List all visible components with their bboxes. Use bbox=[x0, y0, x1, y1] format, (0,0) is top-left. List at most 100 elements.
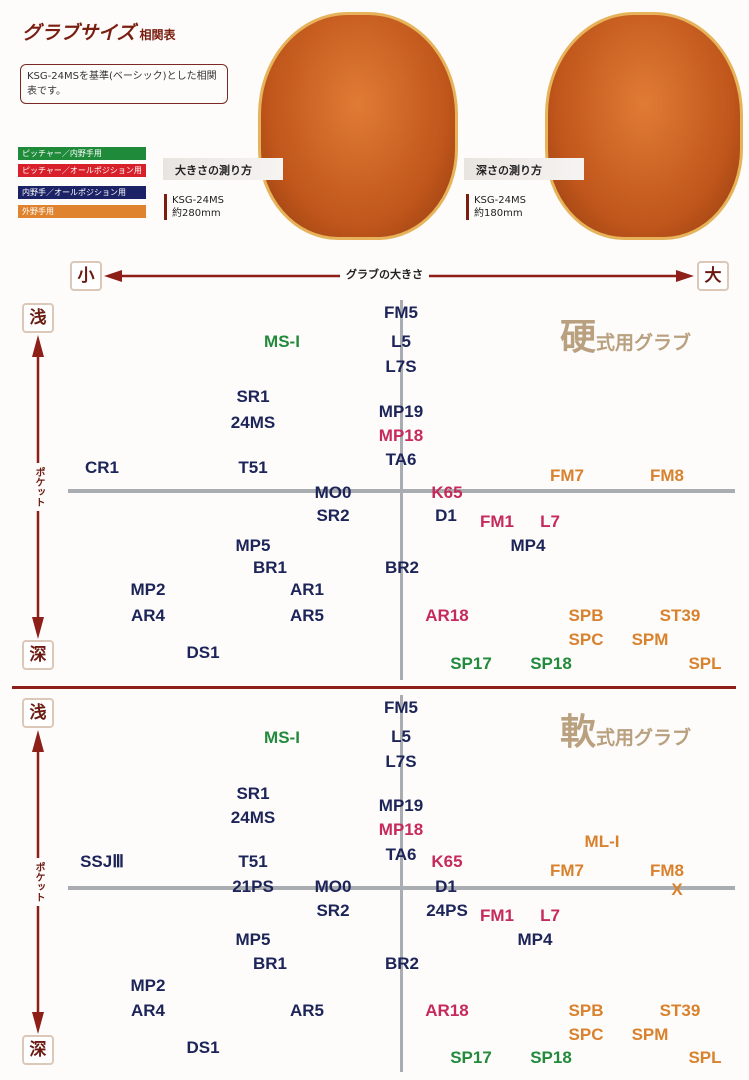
soft-deep-label: 深 bbox=[22, 1035, 54, 1065]
model-label-mp19: MP19 bbox=[378, 796, 424, 815]
legend-pitcher-all: ピッチャー／オールポジション用 bbox=[18, 164, 146, 177]
section-title-kanji: 軟 bbox=[560, 712, 597, 753]
model-label-fm8: FM8 bbox=[650, 861, 684, 880]
small-label: 小 bbox=[70, 261, 102, 291]
title-suffix: 相関表 bbox=[139, 28, 176, 42]
model-label-spl: SPL bbox=[688, 1048, 722, 1067]
model-label-ar4: AR4 bbox=[130, 606, 166, 625]
model-label-br2: BR2 bbox=[384, 954, 420, 973]
hard-pocket-label: ポケット bbox=[31, 463, 46, 511]
depth-measure-title: 深さの測り方 bbox=[464, 158, 584, 180]
size-model: KSG-24MS bbox=[172, 195, 224, 206]
model-label-l7s: L7S bbox=[385, 752, 417, 771]
model-label-d1: D1 bbox=[435, 877, 457, 896]
model-label-sr1: SR1 bbox=[236, 387, 270, 406]
note-box: KSG-24MSを基準(ベーシック)とした相関表です。 bbox=[20, 64, 228, 104]
model-label-ms-i: MS-I bbox=[264, 332, 300, 351]
model-label-t51: T51 bbox=[238, 458, 268, 477]
model-label-spl: SPL bbox=[688, 654, 722, 673]
model-label-fm7: FM7 bbox=[550, 861, 584, 880]
hard-shallow-label: 浅 bbox=[22, 303, 54, 333]
model-label-sr2: SR2 bbox=[316, 901, 350, 920]
page-title: グラブサイズ 相関表 bbox=[22, 18, 175, 45]
model-label-l7: L7 bbox=[540, 512, 560, 531]
model-label-ar1: AR1 bbox=[289, 580, 325, 599]
model-label-mp4: MP4 bbox=[510, 536, 546, 555]
model-label-mp19: MP19 bbox=[378, 402, 424, 421]
section-divider bbox=[12, 686, 736, 689]
model-label-fm5: FM5 bbox=[384, 303, 418, 322]
model-label-ar5: AR5 bbox=[289, 606, 325, 625]
depth-value: 約180mm bbox=[474, 208, 523, 219]
model-label-k65: K65 bbox=[431, 483, 463, 502]
model-label-k65: K65 bbox=[431, 852, 463, 871]
model-label-st39: ST39 bbox=[659, 1001, 701, 1020]
soft-pocket-label: ポケット bbox=[31, 858, 46, 906]
section-title-rest: 式用グラブ bbox=[596, 332, 692, 354]
model-label-mp5: MP5 bbox=[235, 930, 271, 949]
size-reference: KSG-24MS 約280mm bbox=[164, 194, 224, 220]
model-label-21ps: 21PS bbox=[232, 877, 274, 896]
model-label-sp18: SP18 bbox=[530, 1048, 572, 1067]
hard-section-title: 硬式用グラブ bbox=[560, 308, 691, 360]
model-label-mp2: MP2 bbox=[130, 976, 166, 995]
model-label-fm1: FM1 bbox=[480, 512, 514, 531]
model-label-l5: L5 bbox=[391, 727, 411, 746]
model-label-br1: BR1 bbox=[252, 954, 288, 973]
model-label-mp18: MP18 bbox=[378, 820, 424, 839]
soft-shallow-label: 浅 bbox=[22, 698, 54, 728]
model-label-x: X bbox=[671, 880, 683, 899]
model-label-d1: D1 bbox=[435, 506, 457, 525]
legend-outfield: 外野手用 bbox=[18, 205, 146, 218]
model-label-ta6: TA6 bbox=[385, 845, 417, 864]
soft-vertical-gridline bbox=[400, 695, 403, 1072]
model-label-mo0: MO0 bbox=[314, 877, 352, 896]
depth-reference: KSG-24MS 約180mm bbox=[466, 194, 526, 220]
section-title-kanji: 硬 bbox=[560, 317, 597, 358]
model-label-st39: ST39 bbox=[659, 606, 701, 625]
size-value: 約280mm bbox=[172, 208, 221, 219]
model-label-24ms: 24MS bbox=[230, 413, 276, 432]
model-label-ds1: DS1 bbox=[186, 643, 220, 662]
model-label-spm: SPM bbox=[631, 630, 669, 649]
model-label-t51: T51 bbox=[238, 852, 268, 871]
depth-model: KSG-24MS bbox=[474, 195, 526, 206]
legend-pitcher-infield: ピッチャー／内野手用 bbox=[18, 147, 146, 160]
model-label-ar18: AR18 bbox=[425, 1001, 469, 1020]
model-label-24ps: 24PS bbox=[426, 901, 468, 920]
model-label-ar5: AR5 bbox=[289, 1001, 325, 1020]
model-label-ds1: DS1 bbox=[186, 1038, 220, 1057]
glove-image-depth bbox=[545, 12, 743, 240]
model-label-spb: SPB bbox=[568, 606, 604, 625]
model-label-fm5: FM5 bbox=[384, 698, 418, 717]
model-label-fm8: FM8 bbox=[650, 466, 684, 485]
model-label-fm1: FM1 bbox=[480, 906, 514, 925]
glove-image-size bbox=[258, 12, 458, 240]
model-label-spc: SPC bbox=[568, 630, 604, 649]
model-label-sr2: SR2 bbox=[316, 506, 350, 525]
legend-infield-all: 内野手／オールポジション用 bbox=[18, 186, 146, 199]
hard-deep-label: 深 bbox=[22, 640, 54, 670]
model-label-sp18: SP18 bbox=[530, 654, 572, 673]
model-label-24ms: 24MS bbox=[230, 808, 276, 827]
model-label-ms-i: MS-I bbox=[264, 728, 300, 747]
model-label-l7: L7 bbox=[540, 906, 560, 925]
model-label-sr1: SR1 bbox=[236, 784, 270, 803]
model-label-br1: BR1 bbox=[252, 558, 288, 577]
size-measure-title: 大きさの測り方 bbox=[163, 158, 283, 180]
model-label-spc: SPC bbox=[568, 1025, 604, 1044]
soft-section-title: 軟式用グラブ bbox=[560, 703, 691, 755]
model-label-br2: BR2 bbox=[384, 558, 420, 577]
model-label-ta6: TA6 bbox=[385, 450, 417, 469]
model-label-l7s: L7S bbox=[385, 357, 417, 376]
size-axis-label: グラブの大きさ bbox=[340, 266, 429, 282]
hard-vertical-gridline bbox=[400, 300, 403, 680]
model-label-mp5: MP5 bbox=[235, 536, 271, 555]
model-label-sp17: SP17 bbox=[450, 1048, 492, 1067]
model-label-cr1: CR1 bbox=[84, 458, 120, 477]
model-label-l5: L5 bbox=[391, 332, 411, 351]
model-label-sp17: SP17 bbox=[450, 654, 492, 673]
model-label-spm: SPM bbox=[631, 1025, 669, 1044]
model-label-spb: SPB bbox=[568, 1001, 604, 1020]
title-text: グラブサイズ bbox=[22, 22, 136, 44]
